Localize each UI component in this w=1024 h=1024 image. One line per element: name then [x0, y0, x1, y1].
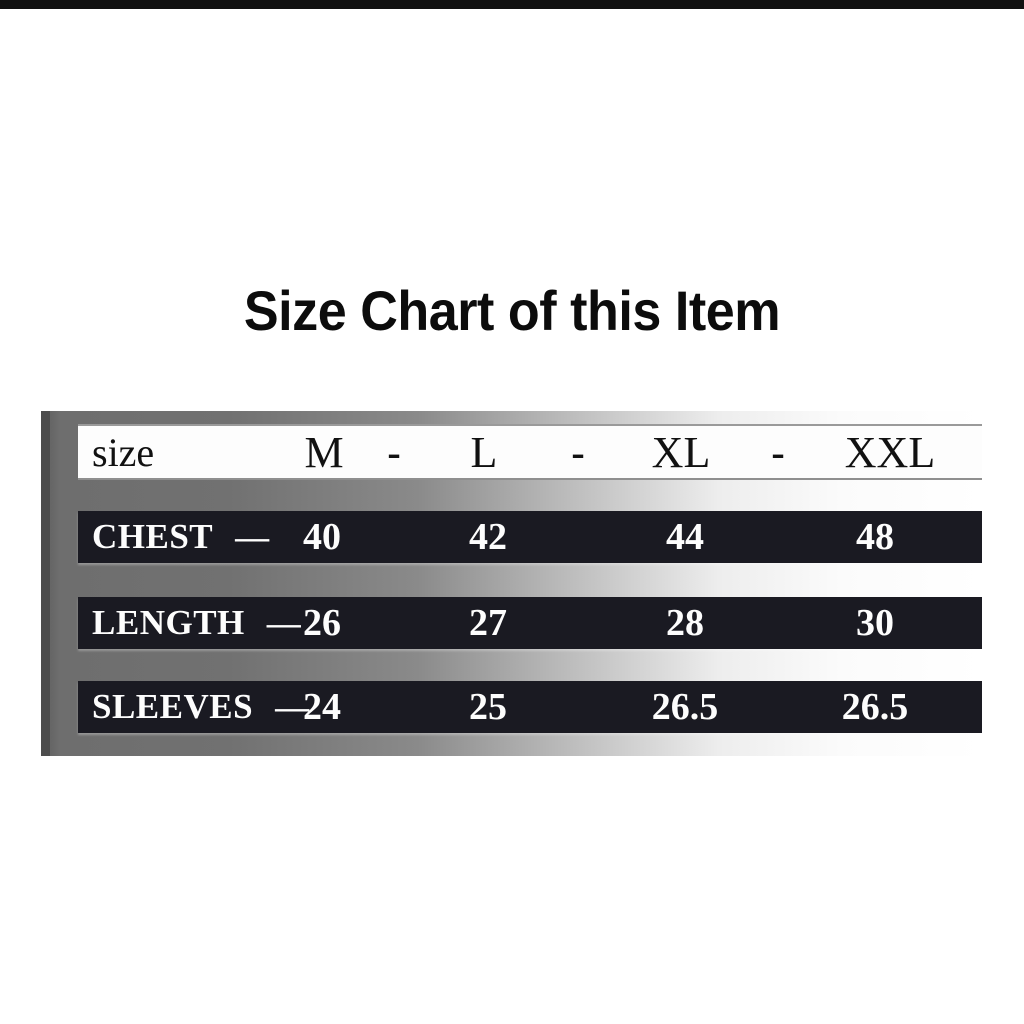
row-label-cell-sleeves: SLEEVES — — [78, 687, 309, 727]
chest-value-xl: 44 — [666, 516, 704, 558]
header-separator-1: - — [387, 429, 401, 475]
row-label-sleeves: SLEEVES — [92, 687, 254, 726]
header-separator-3: - — [771, 429, 785, 475]
top-letterbox-bar — [0, 0, 1024, 9]
length-value-xl: 28 — [666, 602, 704, 644]
header-separator-2: - — [571, 429, 585, 475]
page-title: Size Chart of this Item — [243, 279, 781, 342]
table-header-row: size M - L - XL - XXL — [78, 424, 982, 480]
row-label-cell-length: LENGTH — — [78, 603, 301, 643]
sleeves-value-m: 24 — [303, 686, 341, 728]
table-row-length: LENGTH — 26 27 28 30 — [78, 597, 982, 649]
table-row-sleeves: SLEEVES — 24 25 26.5 26.5 — [78, 681, 982, 733]
sleeves-value-l: 25 — [469, 686, 507, 728]
header-size-xxl: XXL — [844, 427, 936, 477]
row-dash-length: — — [266, 605, 301, 642]
header-size-l: L — [470, 427, 498, 477]
sleeves-value-xxl: 26.5 — [841, 686, 909, 728]
length-value-m: 26 — [303, 602, 341, 644]
table-row-chest: CHEST — 40 42 44 48 — [78, 511, 982, 563]
size-chart-panel: size M - L - XL - XXL CHEST — 40 42 44 4… — [41, 411, 982, 756]
chest-value-xxl: 48 — [856, 516, 894, 558]
length-value-l: 27 — [469, 602, 507, 644]
length-value-xxl: 30 — [856, 602, 894, 644]
sleeves-value-xl: 26.5 — [651, 686, 719, 728]
chest-value-l: 42 — [469, 516, 507, 558]
panel-left-edge — [41, 411, 50, 756]
header-size-xl: XL — [651, 427, 711, 477]
row-label-length: LENGTH — [92, 603, 245, 642]
row-label-chest: CHEST — [92, 517, 214, 556]
row-dash-chest: — — [235, 519, 270, 556]
header-size-m: M — [304, 427, 344, 477]
header-label-cell: size — [78, 429, 154, 476]
row-label-cell-chest: CHEST — — [78, 517, 269, 557]
chest-value-m: 40 — [303, 516, 341, 558]
header-label-size: size — [92, 429, 155, 475]
row-dash-sleeves: — — [275, 689, 310, 726]
